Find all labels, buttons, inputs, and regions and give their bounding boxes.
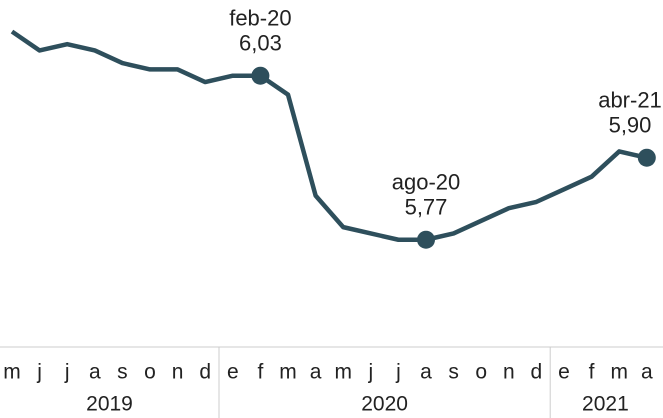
x-tick-label: a (420, 361, 432, 384)
x-tick-label: j (36, 361, 42, 384)
x-tick-label: a (310, 361, 322, 384)
x-tick-label: m (334, 361, 352, 384)
x-tick-label: m (610, 361, 628, 384)
point-label: feb-20 (229, 6, 291, 31)
value-label: 5,77 (405, 195, 448, 220)
x-tick-label: j (395, 361, 401, 384)
point (637, 148, 656, 167)
x-tick-label: m (3, 361, 21, 384)
x-tick-label: j (367, 361, 373, 384)
point-label: ago-20 (392, 170, 461, 195)
x-tick-label: a (641, 361, 653, 384)
group-label: 2019 (86, 393, 133, 416)
x-tick-label: a (89, 361, 101, 384)
x-tick-label: s (448, 361, 459, 384)
x-tick-label: n (172, 361, 184, 384)
x-tick-label: o (144, 361, 156, 384)
x-tick-label: d (531, 361, 543, 384)
line (10, 29, 648, 242)
x-tick-label: o (475, 361, 487, 384)
point-label: abr-21 (598, 88, 662, 113)
value-label: 6,03 (239, 31, 282, 56)
x-tick-label: e (558, 361, 570, 384)
group-label: 2020 (361, 393, 408, 416)
x-tick-label: f (589, 361, 595, 384)
x-tick-label: m (279, 361, 297, 384)
point (417, 230, 435, 249)
x-tick-label: n (503, 361, 515, 384)
value-label: 5,90 (609, 113, 652, 138)
x-tick-label: d (199, 361, 211, 384)
x-tick-label: s (117, 361, 128, 384)
point (251, 66, 270, 85)
x-tick-label: e (227, 361, 239, 384)
group-label: 2021 (582, 393, 629, 416)
x-tick-label: j (64, 361, 70, 384)
x-tick-label: f (257, 361, 263, 384)
